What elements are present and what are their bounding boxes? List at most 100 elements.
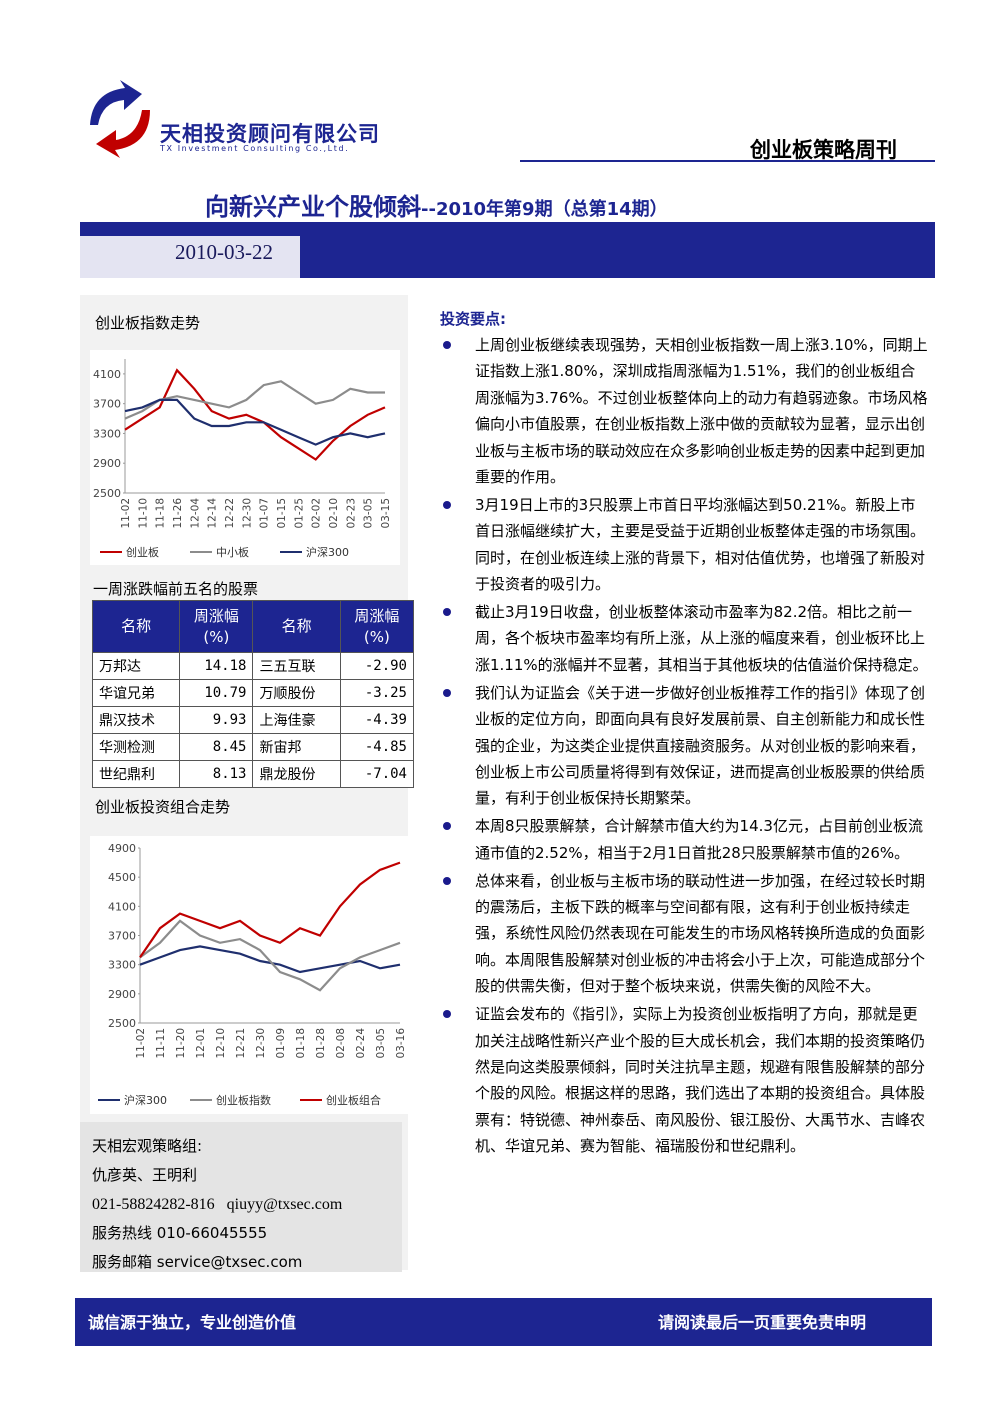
table-cell: 鼎汉技术 (91, 706, 181, 734)
header-cell: 名称 (252, 600, 341, 653)
x-tick-label: 12-21 (235, 1028, 247, 1059)
bullet: 截止3月19日收盘，创业板整体滚动市盈率为82.2倍。相比之前一周，各个板块市盈… (425, 599, 930, 678)
banner-top (80, 222, 935, 236)
contact-names: 仇彦英、王明利 (92, 1166, 198, 1184)
y-tick-label: 2500 (108, 1017, 136, 1030)
company-name: 天相投资顾问有限公司 (160, 122, 380, 146)
table-cell: 万邦达 (91, 652, 181, 680)
table-cell: 9.93 (179, 706, 254, 734)
bullet: 3月19日上市的3只股票上市首日平均涨幅达到50.21%。新股上市首日涨幅继续扩… (425, 492, 930, 598)
series-line (124, 380, 385, 420)
table-cell: -2.90 (339, 652, 415, 680)
table: 名称 周涨幅 (%) 名称 周涨幅 (%) 万邦达 14.18 三五互联 -2.90 华谊兄弟 1… (91, 600, 415, 788)
header-rule (520, 160, 935, 162)
y-tick-label: 4900 (108, 842, 136, 855)
series-line (139, 919, 401, 992)
chart-title: 创业板指数走势 (95, 314, 201, 332)
contact-group: 天相宏观策略组: (92, 1137, 203, 1155)
contact-box (80, 1122, 402, 1272)
subtitle: --2010年第9期（总第14期） (421, 199, 668, 220)
x-tick-label: 11-20 (175, 1028, 187, 1059)
y-tick-label: 4500 (108, 871, 136, 884)
series-line (124, 368, 386, 461)
x-tick-label: 11-18 (155, 498, 167, 529)
footer (75, 1298, 932, 1346)
legend-label: 创业板指数 (216, 1093, 271, 1107)
legend-label: 沪深300 (124, 1093, 167, 1107)
bullet: 证监会发布的《指引》，实际上为投资创业板指明了方向，那就是更加关注战略性新兴产业… (425, 1001, 930, 1159)
x-tick-label: 02-10 (328, 498, 340, 529)
table-cell: -4.85 (339, 733, 415, 761)
table-cell: 新宙邦 (252, 733, 341, 761)
bullet: 我们认为证监会《关于进一步做好创业板推荐工作的指引》体现了创业板的定位方向，即面… (425, 680, 930, 812)
table-row: 万邦达 14.18 三五互联 -2.90 (91, 652, 415, 680)
x-tick-label: 01-25 (293, 498, 305, 529)
bullets: 上周创业板继续表现强势，天相创业板指数一周上涨3.10%，同期上证指数上涨1.8… (425, 332, 930, 1161)
legend-label: 中小板 (216, 545, 249, 559)
x-tick-label: 03-16 (395, 1028, 407, 1059)
table-cell: 三五互联 (252, 652, 341, 680)
table-cell: 鼎龙股份 (252, 760, 341, 788)
x-tick-label: 12-10 (215, 1028, 227, 1059)
x-tick-label: 01-15 (276, 498, 288, 529)
legend-label: 创业板组合 (326, 1093, 381, 1107)
y-tick-label: 3700 (108, 930, 136, 943)
x-tick-label: 02-08 (335, 1028, 347, 1059)
contact-email: qiuyy@txsec.com (226, 1196, 343, 1213)
y-tick-label: 4100 (108, 900, 136, 913)
y-tick-label: 2900 (108, 988, 136, 1001)
contact: 天相宏观策略组: 仇彦英、王明利 021-58824282-816 qiuyy@… (92, 1132, 342, 1277)
x-tick-label: 11-02 (120, 498, 132, 529)
legend-label: 创业板 (126, 545, 159, 559)
table-title: 一周涨跌幅前五名的股票 (93, 580, 259, 598)
x-tick-label: 03-15 (380, 498, 392, 529)
x-tick-label: 03-05 (375, 1028, 387, 1059)
header-cell: 周涨幅 (%) (339, 600, 415, 653)
report-title: 向新兴产业个股倾斜--2010年第9期（总第14期） (205, 187, 668, 222)
service-email: 服务邮箱 service@txsec.com (92, 1253, 303, 1271)
table-row: 世纪鼎利 8.13 鼎龙股份 -7.04 (91, 760, 415, 788)
series-line (139, 945, 401, 974)
x-tick-label: 12-04 (189, 498, 201, 529)
y-tick-label: 3700 (93, 398, 121, 411)
table-cell: 上海佳豪 (252, 706, 341, 734)
x-tick-label: 02-02 (311, 498, 323, 529)
x-tick-label: 12-30 (255, 1028, 267, 1059)
chart: 2500 2900 3300 3700 4100 4500 4900 11-02 11-11 11… (90, 836, 408, 1114)
x-tick-label: 01-09 (275, 1028, 287, 1059)
table-cell: 华谊兄弟 (91, 679, 181, 707)
series-line (124, 398, 386, 446)
x-tick-label: 12-01 (195, 1028, 207, 1059)
chart: 2500 2900 3300 3700 4100 11-02 11-10 11-18 11-26… (90, 350, 400, 565)
table-row: 华谊兄弟 10.79 万顺股份 -3.25 (91, 679, 415, 707)
y-tick-label: 2500 (93, 487, 121, 500)
series-line (139, 861, 401, 959)
y-tick-label: 2900 (93, 457, 121, 470)
hotline: 服务热线 010-66045555 (92, 1224, 268, 1242)
logo (90, 80, 150, 158)
table-cell: 14.18 (179, 652, 254, 680)
x-tick-label: 11-11 (155, 1028, 167, 1059)
banner (300, 236, 935, 278)
bullet: 本周8只股票解禁，合计解禁市值大约为14.3亿元，占目前创业板流通市值的2.52… (425, 813, 930, 866)
y-tick-label: 3300 (93, 427, 121, 440)
x-tick-label: 12-14 (207, 498, 219, 529)
footer-right: 请阅读最后一页重要免责申明 (658, 1313, 867, 1332)
table-header: 名称 周涨幅 (%) 名称 周涨幅 (%) (91, 600, 415, 653)
x-tick-label: 02-23 (345, 498, 357, 529)
title: 向新兴产业个股倾斜 (205, 193, 421, 221)
table-cell: 华测检测 (91, 733, 181, 761)
x-tick-label: 12-22 (224, 498, 236, 529)
x-tick-label: 12-30 (241, 498, 253, 529)
footer-left: 诚信源于独立，专业创造价值 (88, 1313, 297, 1332)
table-cell: 世纪鼎利 (91, 760, 181, 788)
y-tick-label: 4100 (93, 368, 121, 381)
table-cell: -3.25 (339, 679, 415, 707)
x-tick-label: 01-28 (315, 1028, 327, 1059)
contact-phone: 021-58824282-816 (92, 1196, 215, 1213)
table-cell: 万顺股份 (252, 679, 341, 707)
table-row: 鼎汉技术 9.93 上海佳豪 -4.39 (91, 706, 415, 734)
legend-label: 沪深300 (306, 545, 349, 559)
main-heading: 投资要点: (440, 310, 506, 328)
